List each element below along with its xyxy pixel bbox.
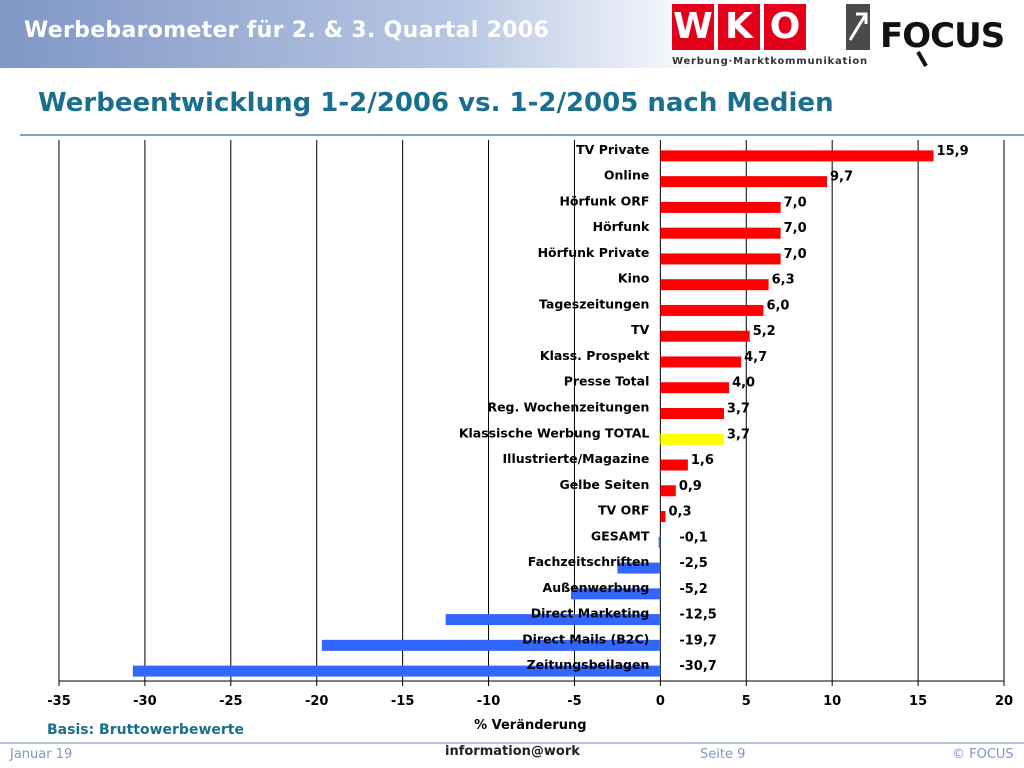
category-label: Hörfunk — [593, 219, 650, 234]
slide-title: Werbeentwicklung 1-2/2006 vs. 1-2/2005 n… — [38, 88, 834, 118]
category-label: Online — [604, 168, 649, 183]
x-tick-label: -20 — [305, 694, 329, 709]
x-tick-label: 15 — [909, 694, 927, 709]
value-label: 4,7 — [744, 350, 767, 365]
x-tick-label: 5 — [742, 694, 751, 709]
x-tick-label: 20 — [995, 694, 1013, 709]
footer-date: Januar 19 — [10, 747, 73, 762]
wko-letter-o: O — [764, 4, 806, 50]
arrow-up-right-icon — [846, 4, 870, 50]
value-label: 7,0 — [784, 195, 807, 210]
x-tick-label: -35 — [47, 694, 71, 709]
category-label: Außenwerbung — [543, 580, 650, 595]
category-label: Klassische Werbung TOTAL — [459, 425, 650, 440]
value-label: 7,0 — [784, 221, 807, 236]
value-label: 3,7 — [727, 402, 750, 417]
x-tick-label: -30 — [133, 694, 157, 709]
value-label: 15,9 — [937, 144, 969, 159]
category-label: Hörfunk ORF — [559, 193, 649, 208]
x-tick-label: 0 — [656, 694, 665, 709]
footer-divider — [0, 742, 1024, 744]
footer-page-number: Seite 9 — [700, 747, 746, 762]
bar — [660, 227, 781, 239]
bar — [660, 408, 724, 419]
value-label: 5,2 — [753, 324, 776, 339]
category-label: Fachzeitschriften — [528, 554, 650, 569]
focus-logo-text: FOCUS — [880, 16, 1005, 56]
title-divider — [20, 134, 1024, 136]
category-label: Direct Marketing — [531, 606, 650, 621]
value-label: 0,9 — [679, 479, 702, 494]
x-tick-label: -5 — [567, 694, 581, 709]
bar-chart: TV Private Online Hörfunk ORF Hörfunk Hörfun… — [47, 140, 1013, 733]
value-label: -12,5 — [679, 608, 716, 623]
x-tick-label: -15 — [391, 694, 415, 709]
wko-letter-w: W — [672, 4, 714, 50]
basis-note: Basis: Bruttowerbewerte — [47, 722, 244, 738]
magnifier-icon — [916, 51, 928, 67]
value-label: 6,0 — [766, 298, 789, 313]
category-label: Reg. Wochenzeitungen — [487, 400, 649, 415]
bar — [132, 665, 661, 677]
value-label: 0,3 — [669, 505, 692, 520]
value-label: -5,2 — [679, 582, 707, 597]
category-label: TV Private — [576, 142, 649, 157]
bar — [660, 511, 666, 523]
category-label: GESAMT — [591, 528, 650, 543]
header-title: Werbebarometer für 2. & 3. Quartal 2006 — [24, 18, 550, 43]
bar — [660, 485, 676, 497]
bar — [660, 150, 934, 162]
bar — [660, 330, 750, 342]
category-label: Kino — [618, 271, 650, 286]
category-label: Klass. Prospekt — [540, 348, 649, 363]
category-label: Presse Total — [564, 374, 650, 389]
footer-copyright: © FOCUS — [952, 747, 1014, 762]
bar — [617, 562, 661, 574]
bar — [445, 614, 661, 626]
x-axis-label: % Veränderung — [474, 718, 587, 733]
bar — [660, 382, 730, 394]
focus-logo: FOCUS — [880, 10, 1010, 68]
bar — [660, 459, 688, 471]
category-label: TV ORF — [598, 503, 649, 518]
bar — [660, 304, 764, 316]
footer-brand: information@work — [445, 744, 580, 759]
value-label: -30,7 — [679, 659, 716, 674]
wko-subtitle: Werbung·Marktkommunikation — [672, 56, 868, 67]
category-label: Illustrierte/Magazine — [503, 451, 650, 466]
category-label: Hörfunk Private — [538, 245, 650, 260]
category-label: Zeitungsbeilagen — [527, 657, 650, 672]
x-tick-label: -10 — [477, 694, 501, 709]
category-label: TV — [631, 322, 650, 337]
bar — [660, 253, 781, 265]
value-label: 7,0 — [784, 247, 807, 262]
bar — [658, 536, 661, 548]
category-label: Tageszeitungen — [539, 296, 649, 311]
value-label: 4,0 — [732, 376, 755, 391]
wko-logo: W K O Werbung·Marktkommunikation — [672, 4, 872, 70]
value-label: 1,6 — [691, 453, 714, 468]
x-tick-label: -25 — [219, 694, 243, 709]
value-label: -19,7 — [679, 633, 716, 648]
value-label: -2,5 — [679, 556, 707, 571]
bar — [660, 433, 724, 445]
x-tick-label: 10 — [823, 694, 841, 709]
value-label: 3,7 — [727, 427, 750, 442]
value-label: 6,3 — [772, 273, 795, 288]
category-label: Gelbe Seiten — [559, 477, 649, 492]
bar — [571, 588, 661, 600]
value-label: -0,1 — [679, 530, 707, 545]
bar — [321, 639, 661, 651]
category-label: Direct Mails (B2C) — [522, 631, 649, 646]
bar — [660, 356, 742, 368]
value-label: 9,7 — [830, 170, 853, 185]
bar — [660, 279, 769, 291]
wko-letter-k: K — [718, 4, 760, 50]
bar — [660, 176, 828, 188]
bar — [660, 201, 781, 213]
